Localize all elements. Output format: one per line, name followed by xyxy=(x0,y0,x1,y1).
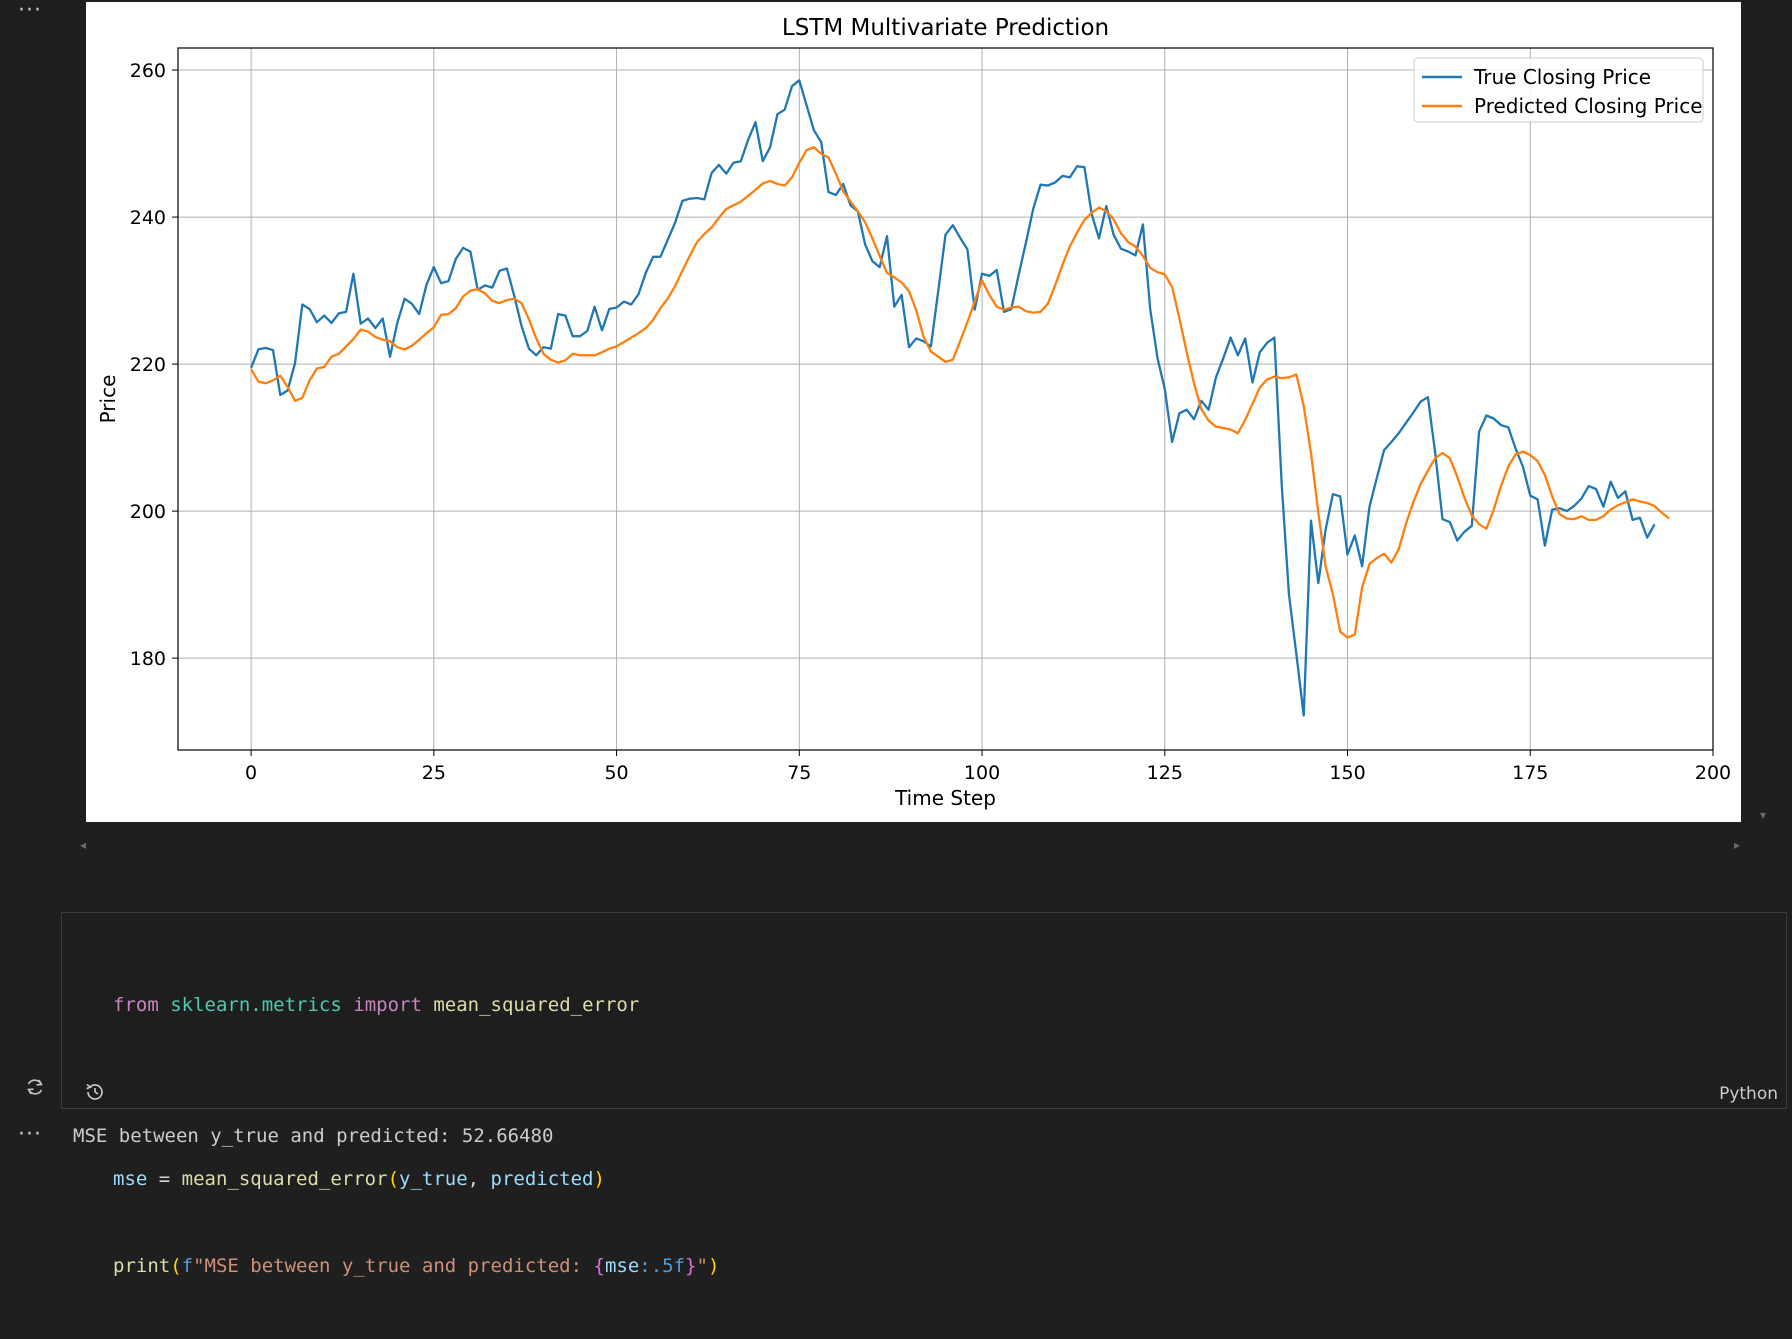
var-mse-ref: mse xyxy=(604,1255,640,1277)
x-tick-label-0: 0 xyxy=(245,762,257,784)
legend-label-predicted: Predicted Closing Price xyxy=(1474,94,1703,118)
arg-predicted: predicted xyxy=(490,1168,594,1190)
scroll-right-arrow-icon[interactable]: ▸ xyxy=(1734,838,1741,852)
y-tick-label-200: 200 xyxy=(130,501,166,523)
keyword-from: from xyxy=(113,994,159,1016)
imported-name: mean_squared_error xyxy=(433,994,640,1016)
x-tick-label-75: 75 xyxy=(787,762,811,784)
fstring-prefix: f xyxy=(181,1255,194,1277)
code-line-1: from sklearn.metrics import mean_squared… xyxy=(113,991,719,1020)
arg-y-true: y_true xyxy=(399,1168,468,1190)
x-tick-label-25: 25 xyxy=(422,762,446,784)
string-literal: "MSE between y_true and predicted: xyxy=(193,1255,594,1277)
line-chart: 0 25 50 75 100 125 150 175 200 180 200 220 240 260 LST… xyxy=(96,15,1731,810)
legend-box xyxy=(1413,57,1704,123)
x-tick-label-200: 200 xyxy=(1695,762,1731,784)
x-tick-label-175: 175 xyxy=(1512,762,1548,784)
output-more-actions-button-2[interactable]: ··· xyxy=(18,1122,42,1147)
axes-frame xyxy=(177,47,1714,751)
cell-language-label[interactable]: Python xyxy=(1719,1084,1778,1104)
paren-close: ) xyxy=(593,1168,605,1190)
series-line-predicted xyxy=(250,146,1670,639)
scroll-left-arrow-icon[interactable]: ◂ xyxy=(80,838,87,852)
chart-title: LSTM Multivariate Prediction xyxy=(782,15,1109,41)
legend-label-true: True Closing Price xyxy=(1473,65,1651,89)
output-more-actions-button[interactable]: ··· xyxy=(18,0,42,23)
module-name: sklearn.metrics xyxy=(170,994,342,1016)
code-line-2 xyxy=(113,1078,719,1107)
assign-op: = xyxy=(147,1168,182,1190)
paren-open: ( xyxy=(170,1255,182,1277)
paren-open: ( xyxy=(387,1168,400,1190)
refresh-icon[interactable] xyxy=(24,1076,46,1098)
keyword-import: import xyxy=(353,994,422,1016)
y-tick-label-220: 220 xyxy=(130,354,166,376)
y-axis-label: Price xyxy=(96,375,120,424)
x-tick-label-50: 50 xyxy=(604,762,628,784)
code-line-4: print(f"MSE between y_true and predicted… xyxy=(113,1252,719,1281)
scroll-down-arrow-icon[interactable]: ▾ xyxy=(1760,808,1767,822)
x-tick-label-125: 125 xyxy=(1147,762,1183,784)
series-line-true xyxy=(250,79,1656,717)
y-tick-label-180: 180 xyxy=(130,648,166,670)
cell-output-text: MSE between y_true and predicted: 52.664… xyxy=(73,1125,554,1147)
code-line-3: mse = mean_squared_error(y_true, predict… xyxy=(113,1165,719,1194)
brace-close: } xyxy=(685,1255,697,1277)
x-tick-label-100: 100 xyxy=(964,762,1000,784)
code-cell[interactable]: from sklearn.metrics import mean_squared… xyxy=(61,912,1787,1277)
y-tick-label-240: 240 xyxy=(130,207,166,229)
fn-call-mse: mean_squared_error xyxy=(181,1168,388,1190)
output-plot-image: 0 25 50 75 100 125 150 175 200 180 200 220 240 260 LST… xyxy=(86,2,1741,822)
string-end: " xyxy=(696,1255,708,1277)
fn-print: print xyxy=(113,1255,171,1277)
paren-close: ) xyxy=(707,1255,720,1277)
brace-open: { xyxy=(593,1255,605,1277)
format-spec: :.5f xyxy=(639,1255,686,1277)
x-tick-label-150: 150 xyxy=(1329,762,1365,784)
history-icon[interactable] xyxy=(84,1081,106,1103)
y-tick-label-260: 260 xyxy=(130,60,166,82)
comma: , xyxy=(467,1168,491,1190)
var-mse: mse xyxy=(113,1168,148,1190)
x-axis-label: Time Step xyxy=(894,786,996,810)
